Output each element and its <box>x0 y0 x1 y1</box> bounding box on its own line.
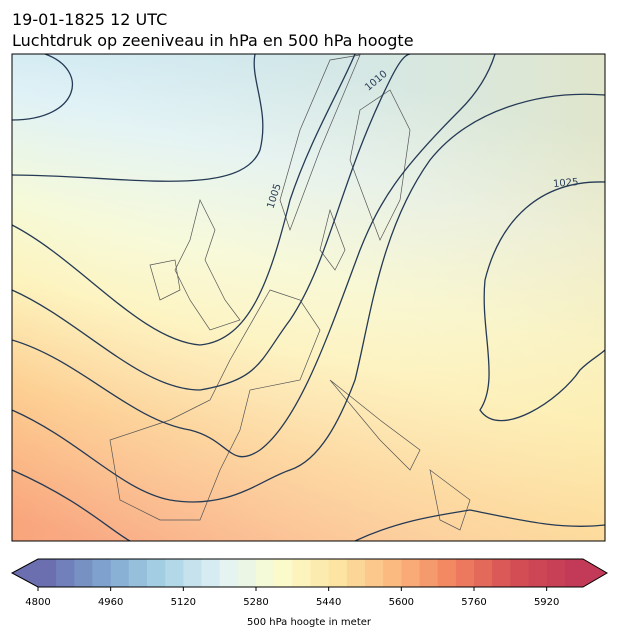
colorbar-segment <box>546 559 566 587</box>
colorbar-segment <box>165 559 184 587</box>
colorbar-segment <box>383 559 402 587</box>
colorbar-segment <box>346 559 366 587</box>
colorbar-segment <box>401 559 420 587</box>
colorbar-tick-label: 4960 <box>98 597 123 608</box>
colorbar-tick-label: 5120 <box>171 597 196 608</box>
colorbar-segment <box>219 559 239 587</box>
date: 19-01-1825 12 UTC <box>12 10 167 29</box>
colorbar-segment <box>128 559 148 587</box>
colorbar-segment <box>455 559 475 587</box>
colorbar-tick-label: 5280 <box>243 597 268 608</box>
title: Luchtdruk op zeeniveau in hPa en 500 hPa… <box>12 31 414 50</box>
colorbar-tick-label: 5600 <box>389 597 414 608</box>
colorbar-segment <box>310 559 330 587</box>
colorbar-segment <box>419 559 439 587</box>
colorbar-tick-label: 5760 <box>461 597 486 608</box>
colorbar-segment <box>237 559 257 587</box>
colorbar-segment <box>365 559 384 587</box>
colorbar-label: 500 hPa hoogte in meter <box>247 617 372 628</box>
colorbar-segment <box>147 559 166 587</box>
colorbar-segment <box>564 559 584 587</box>
colorbar-segment <box>528 559 548 587</box>
map-frame <box>11 53 606 542</box>
colorbar-segment <box>74 559 93 587</box>
colorbar-outline <box>10 558 608 588</box>
colorbar-segment <box>274 559 293 587</box>
colorbar-extend <box>583 559 607 587</box>
colorbar-segment <box>292 559 311 587</box>
colorbar-segment <box>38 559 57 587</box>
colorbar-segment <box>510 559 529 587</box>
colorbar-segment <box>256 559 275 587</box>
colorbar: 4800 4960 5120 5280 5440 5600 5760 5920 <box>10 558 608 608</box>
colorbar-segment <box>110 559 130 587</box>
colorbar-segment <box>201 559 221 587</box>
map: 1005 1010 1025 <box>12 54 605 541</box>
contour-label: 1025 <box>553 177 579 190</box>
colorbar-segment <box>183 559 202 587</box>
colorbar-segment <box>437 559 457 587</box>
colorbar-segment <box>474 559 493 587</box>
colorbar-tick-label: 4800 <box>25 597 50 608</box>
colorbar-tick-label: 5440 <box>316 597 341 608</box>
colorbar-segment <box>492 559 511 587</box>
colorbar-segment <box>328 559 348 587</box>
colorbar-segment <box>56 559 75 587</box>
colorbar-extend <box>12 559 38 587</box>
colorbar-segment <box>92 559 112 587</box>
colorbar-tick-label: 5920 <box>534 597 559 608</box>
